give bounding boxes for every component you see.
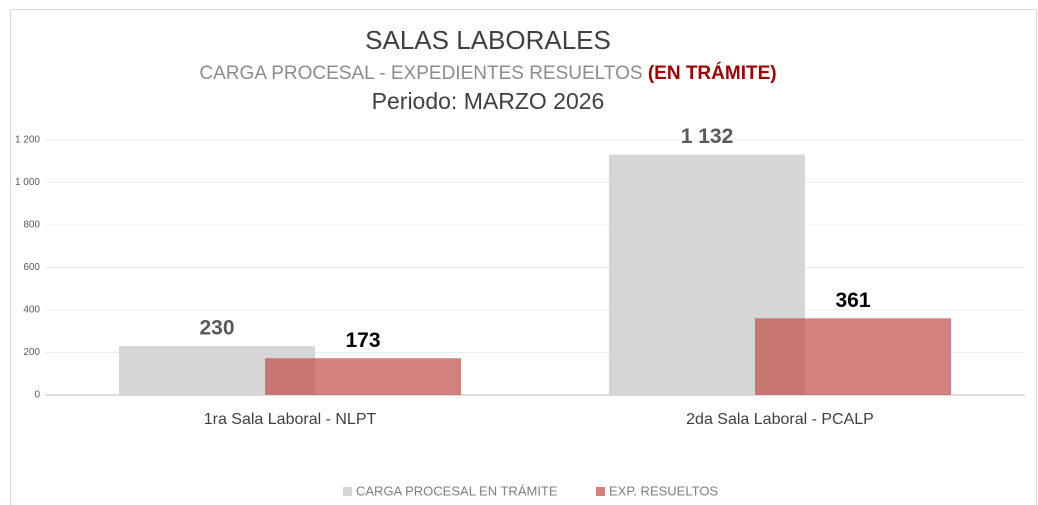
data-label: 361: [835, 289, 870, 312]
legend-swatch: [596, 487, 605, 496]
y-tick-label: 200: [23, 347, 40, 358]
chart-frame: [10, 9, 1037, 505]
chart-subtitle: CARGA PROCESAL - EXPEDIENTES RESUELTOS (…: [199, 62, 776, 84]
y-tick-label: 600: [23, 262, 40, 273]
y-tick-label: 400: [23, 305, 40, 316]
x-tick-label: 2da Sala Laboral - PCALP: [686, 411, 874, 428]
x-tick-label: 1ra Sala Laboral - NLPT: [204, 411, 377, 428]
legend-label: EXP. RESUELTOS: [609, 483, 718, 498]
chart-period: Periodo: MARZO 2026: [372, 88, 605, 114]
y-tick-label: 800: [23, 220, 40, 231]
subtitle-main: CARGA PROCESAL - EXPEDIENTES RESUELTOS: [199, 63, 642, 84]
bar: [755, 318, 951, 395]
data-label: 230: [199, 317, 234, 340]
y-tick-label: 1 200: [15, 135, 40, 146]
y-tick-label: 0: [34, 390, 40, 401]
y-tick-label: 1 000: [15, 177, 40, 188]
legend-swatch: [343, 487, 352, 496]
legend-label: CARGA PROCESAL EN TRÁMITE: [356, 483, 558, 498]
data-label: 173: [345, 329, 380, 352]
bar: [265, 358, 461, 395]
chart-title: SALAS LABORALES: [365, 25, 611, 55]
data-label: 1 132: [681, 125, 734, 148]
subtitle-note: (EN TRÁMITE): [648, 62, 777, 84]
